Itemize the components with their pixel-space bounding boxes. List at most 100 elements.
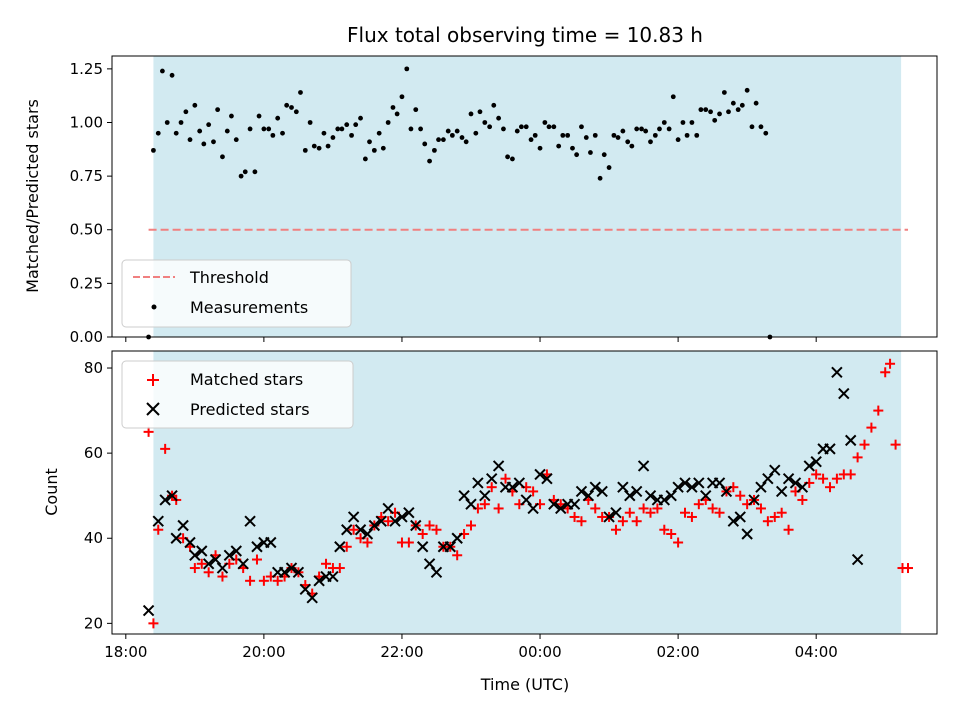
- predicted-stars-point: [831, 366, 843, 378]
- legend-predicted-label: Predicted stars: [190, 400, 310, 419]
- predicted-stars-point: [479, 489, 491, 502]
- matched-stars-point: [852, 452, 863, 463]
- predicted-stars-point: [624, 489, 636, 502]
- matched-stars-point: [707, 503, 718, 514]
- predicted-stars-point: [520, 494, 532, 506]
- y-tick-label: 0.25: [70, 274, 103, 292]
- predicted-stars-point: [637, 460, 650, 472]
- measurement-point: [344, 122, 350, 128]
- measurement-point: [311, 143, 317, 149]
- ratio-axis-ticks: 0.00 0.25 0.50 0.75 1.00 1.25: [70, 60, 817, 346]
- measurement-point: [422, 141, 428, 147]
- measurement-point: [197, 128, 203, 134]
- measurement-point: [487, 124, 493, 130]
- measurement-point: [183, 109, 189, 115]
- measurement-point: [606, 165, 612, 170]
- measurement-point: [763, 130, 769, 136]
- predicted-stars-point: [720, 485, 733, 498]
- predicted-stars-point: [589, 481, 601, 493]
- predicted-stars-point: [672, 481, 684, 493]
- predicted-stars-point: [775, 485, 788, 498]
- matched-stars-point: [417, 528, 428, 539]
- measurement-point: [325, 143, 331, 149]
- measurement-point: [192, 102, 198, 108]
- predicted-stars-point: [196, 545, 208, 557]
- measurement-point: [482, 120, 488, 125]
- measurement-point: [390, 105, 396, 110]
- matched-stars-point: [673, 537, 684, 548]
- measurement-point: [247, 126, 253, 132]
- predicted-stars-point: [170, 532, 182, 544]
- matched-stars-point: [824, 482, 835, 493]
- predicted-stars-point: [465, 498, 477, 510]
- predicted-stars-point: [596, 485, 608, 498]
- matched-stars-point: [362, 537, 373, 548]
- matched-stars-point: [590, 503, 601, 514]
- measurement-point: [730, 100, 736, 106]
- y-tick-label: 80: [84, 359, 103, 377]
- measurement-point: [275, 115, 281, 121]
- x-tick-label: 00:00: [518, 643, 561, 661]
- measurement-point: [717, 111, 722, 117]
- count-y-axis-label: Count: [42, 468, 61, 516]
- matched-stars-point: [811, 469, 822, 480]
- predicted-stars-point: [472, 477, 484, 489]
- measurement-point: [518, 124, 524, 130]
- matched-stars-point: [251, 554, 262, 565]
- predicted-stars-point: [382, 502, 394, 515]
- measurement-point: [353, 122, 359, 128]
- predicted-stars-point: [824, 443, 836, 455]
- predicted-stars-point: [327, 570, 339, 583]
- measurement-point: [565, 132, 571, 138]
- measurement-point: [404, 66, 410, 72]
- matched-stars-point: [486, 482, 497, 493]
- measurement-point: [501, 126, 506, 132]
- measurement-point: [703, 107, 709, 113]
- measurement-point: [634, 126, 640, 132]
- measurement-point: [270, 132, 276, 138]
- predicted-stars-point: [152, 515, 164, 527]
- matched-stars-point: [783, 524, 794, 535]
- measurement-point: [173, 130, 179, 136]
- measurement-point: [440, 137, 446, 143]
- measurement-point: [242, 169, 248, 175]
- matched-stars-point: [203, 567, 214, 578]
- predicted-stars-point: [713, 477, 726, 489]
- predicted-stars-point: [755, 481, 767, 493]
- predicted-stars-point: [513, 477, 526, 489]
- predicted-stars-point: [177, 519, 189, 532]
- matched-stars-point: [500, 473, 511, 484]
- matched-stars-point: [493, 503, 504, 514]
- predicted-stars-point: [209, 553, 222, 566]
- measurement-point: [583, 135, 589, 140]
- count-axis-ticks: 18:00 20:00 22:00 00:00 02:00 04:00 20 40 60 80: [84, 359, 838, 661]
- measurement-point: [570, 145, 575, 151]
- matched-stars-point: [903, 563, 914, 574]
- measurement-point: [574, 152, 580, 158]
- predicted-stars-point: [506, 481, 519, 493]
- y-tick-label: 1.00: [70, 113, 103, 131]
- matched-stars-point: [797, 494, 808, 505]
- matched-stars-point: [859, 439, 870, 450]
- predicted-stars-point: [541, 472, 553, 485]
- matched-stars-point: [217, 571, 228, 582]
- measurement-point: [694, 132, 700, 138]
- matched-stars-point: [890, 439, 901, 450]
- measurement-point: [362, 156, 368, 162]
- measurement-point: [432, 147, 437, 153]
- chart-title: Flux total observing time = 10.83 h: [347, 23, 703, 47]
- matched-stars-point: [617, 516, 628, 527]
- predicted-stars-point: [555, 502, 567, 515]
- measurement-point: [625, 139, 631, 145]
- matched-stars-point: [624, 507, 635, 518]
- measurement-point: [307, 120, 313, 125]
- matched-stars-point: [845, 469, 856, 480]
- matched-stars-point: [576, 516, 587, 527]
- predicted-stars-point: [603, 511, 615, 523]
- predicted-stars-point: [782, 472, 795, 485]
- measurement-point: [611, 132, 617, 138]
- predicted-stars-point: [306, 592, 318, 604]
- measurement-point: [708, 109, 713, 115]
- measurements-legend-swatch: [151, 304, 157, 310]
